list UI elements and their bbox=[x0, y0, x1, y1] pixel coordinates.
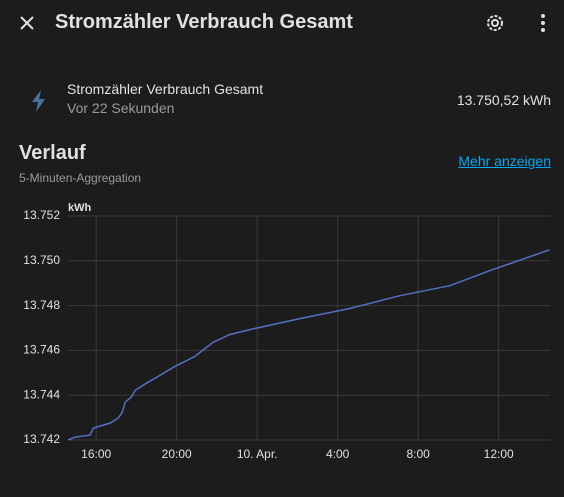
y-tick-label: 13.750 bbox=[23, 253, 60, 267]
dialog-title: Stromzähler Verbrauch Gesamt bbox=[55, 11, 353, 33]
close-button[interactable] bbox=[16, 12, 38, 34]
x-tick-label: 20:00 bbox=[162, 447, 192, 461]
entity-state: 13.750,52 kWh bbox=[456, 92, 551, 108]
menu-button[interactable] bbox=[532, 12, 554, 34]
more-link[interactable]: Mehr anzeigen bbox=[458, 153, 551, 169]
settings-button[interactable] bbox=[484, 12, 506, 34]
x-tick-label: 4:00 bbox=[326, 447, 350, 461]
data-line bbox=[67, 249, 550, 441]
entity-name: Stromzähler Verbrauch Gesamt bbox=[67, 81, 264, 97]
history-subtitle: 5-Minuten-Aggregation bbox=[19, 171, 142, 185]
y-tick-label: 13.744 bbox=[23, 387, 60, 401]
x-tick-label: 8:00 bbox=[406, 447, 430, 461]
x-tick-label: 16:00 bbox=[81, 447, 111, 461]
y-tick-label: 13.746 bbox=[23, 343, 60, 357]
entity-icon bbox=[32, 90, 45, 112]
y-axis-label: kWh bbox=[68, 202, 92, 214]
y-tick-label: 13.748 bbox=[23, 298, 60, 312]
y-tick-label: 13.752 bbox=[23, 208, 60, 222]
x-tick-label: 10. Apr. bbox=[237, 447, 278, 461]
entity-last-changed: Vor 22 Sekunden bbox=[67, 100, 175, 116]
history-title: Verlauf bbox=[19, 142, 86, 164]
x-tick-label: 12:00 bbox=[484, 447, 514, 461]
y-tick-label: 13.742 bbox=[23, 432, 60, 446]
